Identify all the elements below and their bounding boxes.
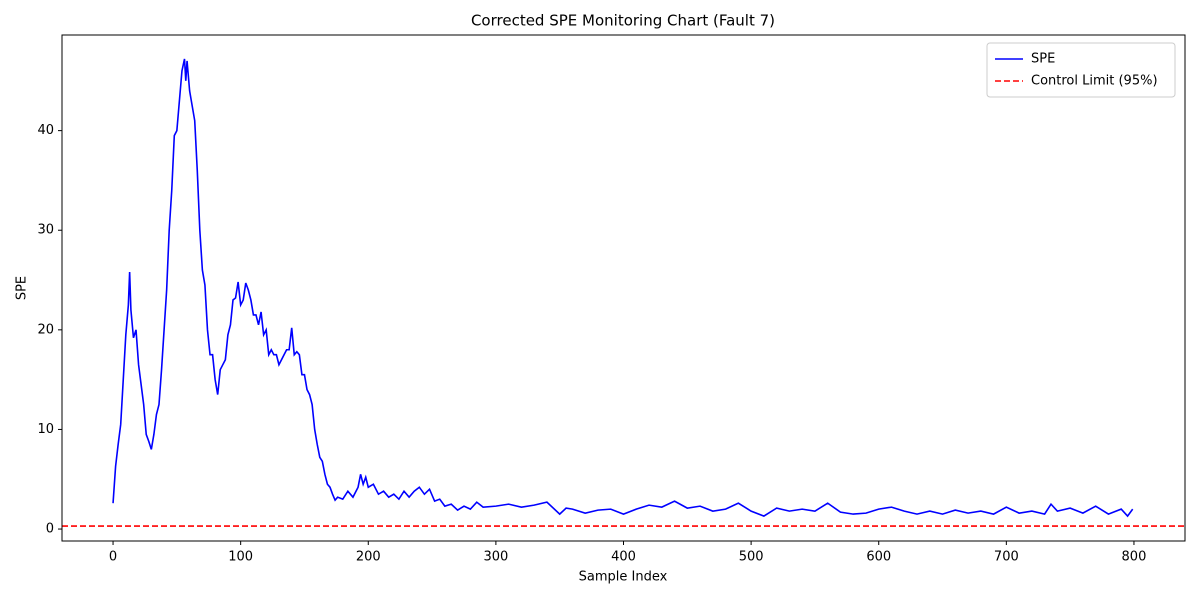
x-tick-label: 600 <box>866 550 891 565</box>
legend-box <box>986 42 1176 98</box>
y-tick-label: 40 <box>37 123 54 138</box>
data-line <box>112 58 1134 518</box>
x-tick-label: 700 <box>994 550 1019 565</box>
x-axis-label: Sample Index <box>579 570 668 585</box>
y-axis-label: SPE <box>15 276 30 300</box>
x-tick-label: 200 <box>356 550 381 565</box>
chart-title: Corrected SPE Monitoring Chart (Fault 7) <box>471 12 775 30</box>
x-tick-label: 500 <box>739 550 764 565</box>
y-tick-label: 0 <box>46 522 54 537</box>
y-tick-label: 30 <box>37 223 54 238</box>
plot-frame <box>61 34 1186 542</box>
legend-label: SPE <box>1031 52 1055 67</box>
x-tick-label: 0 <box>109 550 117 565</box>
x-tick-label: 100 <box>228 550 253 565</box>
x-tick-label: 800 <box>1122 550 1147 565</box>
x-tick-label: 400 <box>611 550 636 565</box>
x-tick-label: 300 <box>483 550 508 565</box>
y-tick-label: 20 <box>37 322 54 337</box>
y-tick-label: 10 <box>37 422 54 437</box>
legend-label: Control Limit (95%) <box>1031 74 1158 89</box>
